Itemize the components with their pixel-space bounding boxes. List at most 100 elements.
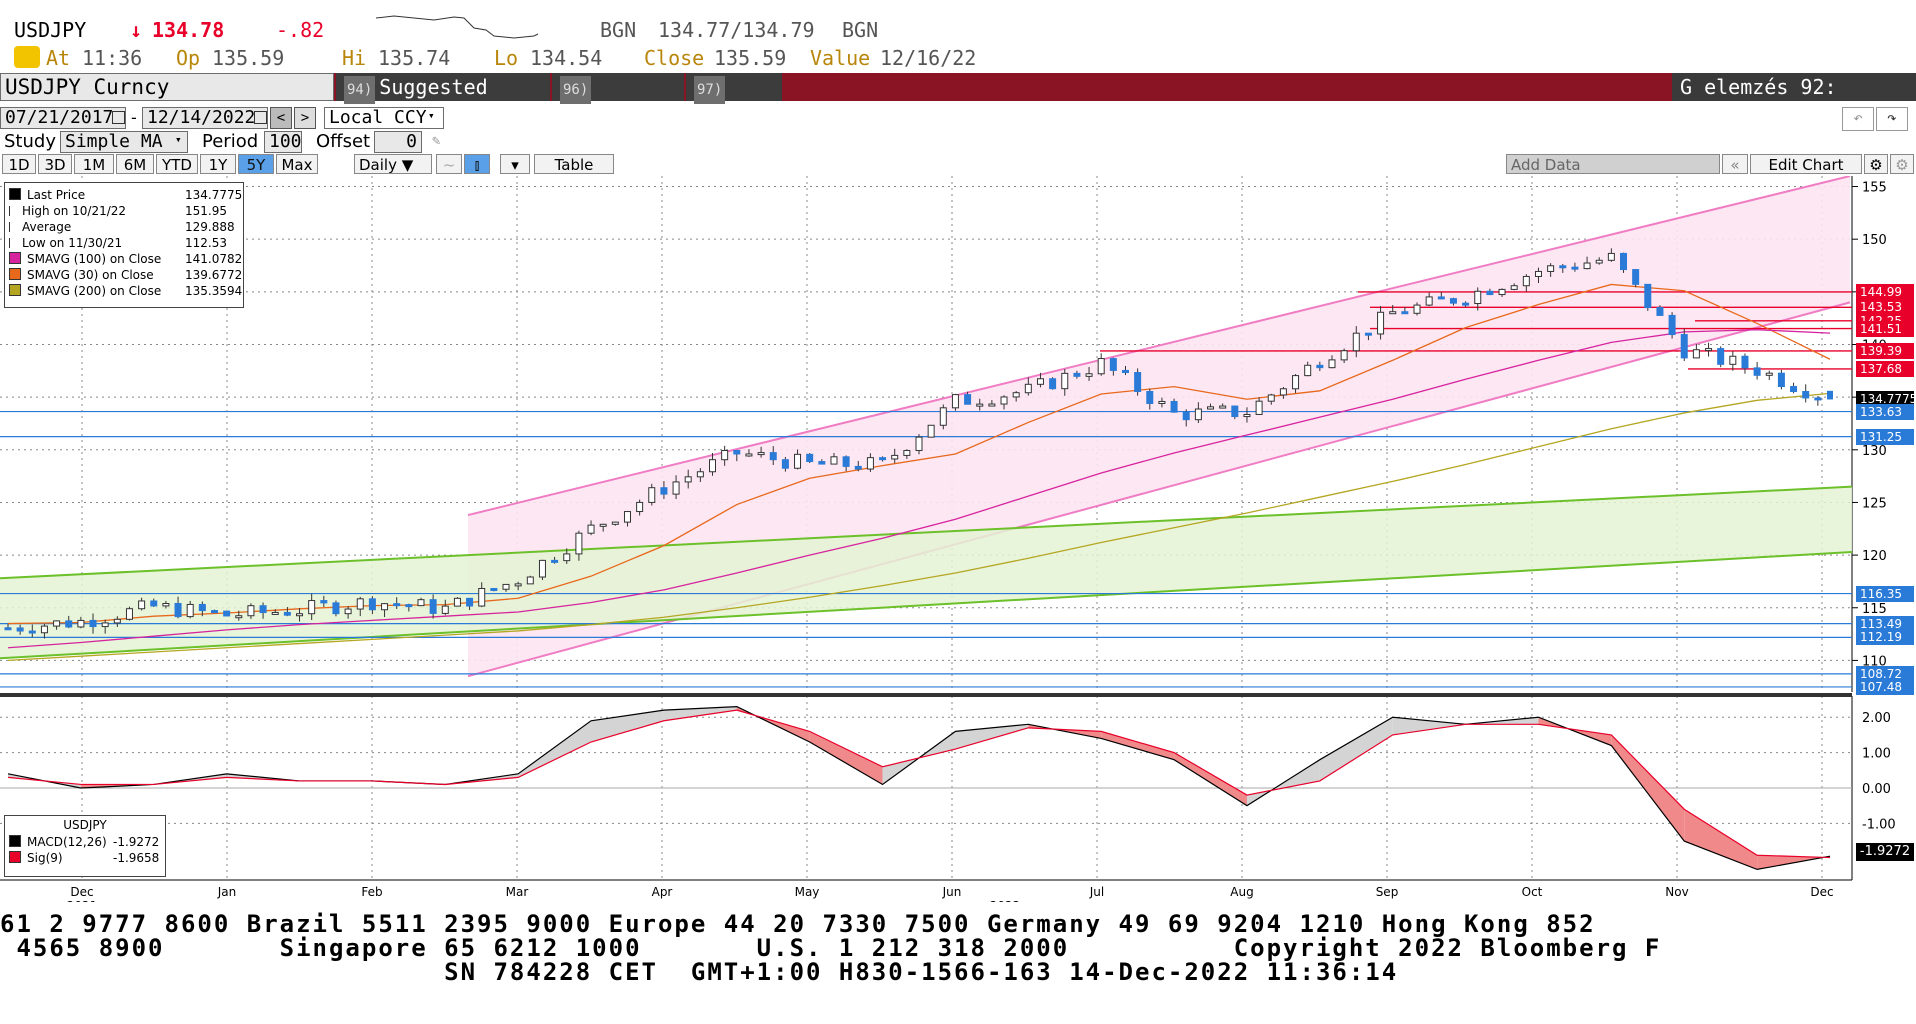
start-date-field[interactable]: 07/21/2017: [0, 107, 126, 129]
candle: [1170, 400, 1178, 413]
x-month-label: Aug: [1230, 885, 1253, 899]
candle: [1607, 252, 1615, 261]
edit-number: 97): [694, 76, 726, 104]
scroll-left-button[interactable]: <: [270, 107, 292, 129]
candle: [1632, 269, 1640, 285]
chart-settings-icon[interactable]: ⚙: [1864, 154, 1888, 174]
offset-field[interactable]: 0: [374, 131, 422, 153]
range-button-1d[interactable]: 1D: [2, 154, 36, 174]
candle: [794, 453, 802, 469]
range-button-5y[interactable]: 5Y: [238, 154, 274, 174]
y-tick-label: 1.00: [1862, 747, 1891, 762]
y-tick-label: 150: [1862, 233, 1887, 248]
edit-button[interactable]: 97)Edit ▾: [686, 73, 782, 130]
range-button-max[interactable]: Max: [276, 154, 318, 174]
legend-swatch: [9, 252, 21, 264]
price-tag: 144.99: [1856, 283, 1914, 300]
suggested-charts-number: 94): [344, 76, 376, 104]
currency-dropdown-icon[interactable]: ▾: [428, 109, 435, 122]
candle: [769, 452, 777, 461]
price-tag: 108.72: [1856, 665, 1914, 682]
candle: [53, 620, 61, 627]
x-month-label: Jul: [1089, 885, 1104, 899]
x-month-label: Apr: [652, 885, 673, 899]
range-button-ytd[interactable]: YTD: [156, 154, 198, 174]
style-dropdown[interactable]: ▾: [500, 154, 530, 174]
candle: [1753, 367, 1761, 376]
price-tag: 112.19: [1856, 629, 1914, 646]
edit-chart-button[interactable]: Edit Chart: [1750, 154, 1862, 174]
x-year-label: 2021: [67, 899, 98, 902]
range-button-1y[interactable]: 1Y: [200, 154, 236, 174]
end-date-calendar-icon[interactable]: [254, 111, 267, 124]
start-date-calendar-icon[interactable]: [112, 111, 125, 124]
period-field[interactable]: 100: [264, 131, 302, 153]
candle: [976, 403, 984, 407]
legend-swatch: [9, 238, 16, 248]
last-price: 134.78: [152, 18, 225, 42]
speedometer-icon[interactable]: [14, 46, 40, 68]
candle: [40, 625, 48, 634]
legend-value: 134.7775: [185, 188, 243, 202]
collapse-icon[interactable]: «: [1722, 154, 1748, 174]
undo-button[interactable]: ↶: [1842, 107, 1874, 131]
gear-icon[interactable]: ⚙: [1890, 154, 1914, 174]
price-chart[interactable]: DecJanFebMarAprMayJunJulAugSepOctNovDec2…: [0, 176, 1916, 902]
suggested-charts-button[interactable]: 94)Suggested Charts: [336, 73, 550, 130]
panel-separator: [0, 693, 1852, 697]
close-value: 135.59: [714, 46, 787, 70]
candle: [1765, 372, 1773, 376]
price-tag: 131.25: [1856, 428, 1914, 445]
candle: [1413, 304, 1421, 314]
candle: [951, 394, 959, 409]
candle: [623, 511, 631, 523]
frequency-select[interactable]: Daily ▼: [354, 154, 432, 174]
pencil-icon[interactable]: ✎: [432, 133, 441, 149]
candle: [1036, 378, 1044, 385]
end-date-field[interactable]: 12/14/2022: [142, 107, 268, 129]
legend-swatch: [9, 188, 21, 200]
close-label: Close: [644, 46, 705, 70]
candle: [1292, 375, 1300, 390]
candle: [162, 603, 170, 607]
redo-button[interactable]: ↷: [1876, 107, 1908, 131]
candle: [1389, 311, 1397, 315]
price-tag: 116.35: [1856, 585, 1914, 602]
candle: [1486, 290, 1494, 296]
bar-style-button[interactable]: ⫾: [464, 154, 490, 174]
legend-label: SMAVG (100) on Close: [27, 252, 162, 266]
legend-value: 135.3594: [185, 284, 243, 298]
candle: [283, 611, 291, 616]
range-button-1m[interactable]: 1M: [74, 154, 114, 174]
range-button-6m[interactable]: 6M: [116, 154, 154, 174]
add-data-field[interactable]: Add Data: [1506, 154, 1720, 174]
candle: [818, 461, 826, 465]
candle: [150, 600, 158, 607]
candle: [842, 456, 850, 467]
study-dropdown-icon[interactable]: ▾: [175, 133, 182, 146]
ask-source: BGN: [842, 18, 879, 42]
candle: [1425, 296, 1433, 306]
candle: [381, 603, 389, 611]
candle: [1571, 266, 1579, 270]
candle: [927, 424, 935, 438]
candle: [296, 613, 304, 617]
candle: [405, 604, 413, 608]
table-button[interactable]: Table: [534, 154, 614, 174]
price-tag: 141.51: [1856, 320, 1914, 337]
range-button-3d[interactable]: 3D: [38, 154, 72, 174]
macd-value-tag: -1.9272: [1856, 843, 1914, 861]
legend-row: Average 129.888: [5, 219, 243, 235]
candle: [599, 523, 607, 527]
scroll-right-button[interactable]: >: [294, 107, 316, 129]
currency-select[interactable]: Local CCY: [324, 107, 444, 129]
x-year-label: 2022: [990, 899, 1021, 902]
price-tag: 143.53: [1856, 299, 1914, 316]
line-style-button[interactable]: ~: [436, 154, 462, 174]
actions-button[interactable]: 96)Actions ▾: [552, 73, 684, 130]
study-select[interactable]: Simple MA: [60, 131, 188, 153]
security-field[interactable]: USDJPY Curncy: [0, 73, 334, 101]
actions-label: Actions ▾: [560, 106, 669, 130]
y-tick-label: -1.00: [1862, 817, 1896, 832]
price-tag: 137.68: [1856, 360, 1914, 377]
